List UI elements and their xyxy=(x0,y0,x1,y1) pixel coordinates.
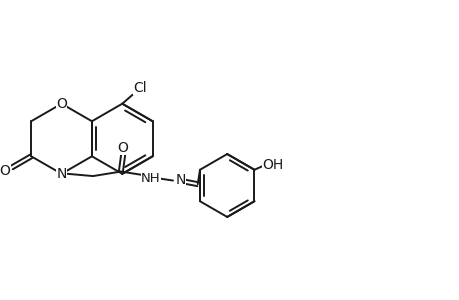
Text: N: N xyxy=(56,167,67,181)
Text: N: N xyxy=(175,173,186,187)
Text: O: O xyxy=(0,164,11,178)
Text: O: O xyxy=(118,141,129,155)
Text: NH: NH xyxy=(141,172,161,185)
Text: Cl: Cl xyxy=(133,80,147,94)
Text: OH: OH xyxy=(261,158,282,172)
Text: O: O xyxy=(56,97,67,111)
